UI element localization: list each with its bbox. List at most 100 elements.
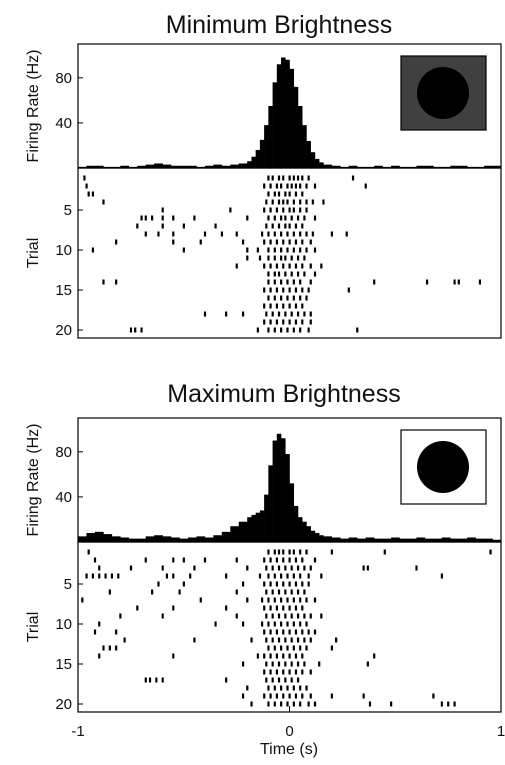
x-tick-label: 0 — [285, 723, 293, 740]
histogram-bar — [450, 538, 459, 542]
spike-tick — [356, 327, 359, 333]
ylabel-firing-rate: Firing Rate (Hz) — [25, 424, 42, 537]
histogram-bar — [171, 165, 180, 168]
ylabel-trial: Trial — [25, 612, 42, 643]
spike-tick — [199, 597, 202, 603]
spike-tick — [280, 685, 283, 691]
spike-tick — [330, 231, 333, 237]
spike-tick — [301, 605, 304, 611]
xlabel-time: Time (s) — [260, 741, 318, 758]
spike-tick — [290, 565, 293, 571]
spike-tick — [305, 597, 308, 603]
spike-tick — [294, 223, 298, 229]
histogram-bar — [154, 163, 163, 168]
spike-tick — [98, 573, 101, 579]
spike-tick — [273, 701, 276, 707]
spike-tick — [286, 199, 289, 205]
spike-tick — [220, 231, 224, 237]
spike-tick — [303, 637, 306, 643]
spike-tick — [269, 605, 272, 611]
spike-tick — [235, 263, 238, 269]
spike-tick — [280, 215, 283, 221]
spike-tick — [275, 653, 279, 659]
spike-tick — [161, 677, 164, 683]
spike-tick — [267, 597, 270, 603]
spike-tick — [292, 549, 295, 555]
spike-tick — [267, 191, 270, 197]
spike-tick — [267, 549, 270, 555]
spike-tick — [320, 573, 323, 579]
spike-tick — [309, 613, 312, 619]
spike-tick — [199, 239, 202, 245]
spike-tick — [203, 311, 207, 317]
spike-tick — [277, 637, 281, 643]
histogram-bars — [78, 433, 502, 542]
spike-tick — [277, 199, 281, 205]
spike-tick — [286, 685, 289, 691]
spike-tick — [294, 191, 298, 197]
spike-tick — [267, 255, 270, 261]
spike-tick — [362, 565, 365, 571]
spike-tick — [85, 573, 88, 579]
spike-tick — [301, 287, 304, 293]
spike-tick — [102, 279, 105, 285]
spike-tick — [296, 565, 300, 571]
spike-tick — [299, 701, 302, 707]
inset-circle — [417, 441, 469, 493]
spike-tick — [115, 645, 118, 651]
y-tick-label: 80 — [55, 444, 72, 461]
spike-tick — [299, 549, 302, 555]
histogram-bar — [450, 165, 459, 168]
spike-tick — [288, 287, 291, 293]
spike-tick — [193, 565, 196, 571]
spike-tick — [261, 597, 264, 603]
spike-tick — [117, 573, 120, 579]
spike-tick — [115, 629, 118, 635]
spike-tick — [307, 287, 310, 293]
spike-tick — [301, 223, 304, 229]
spike-tick — [282, 199, 285, 205]
histogram-bar — [391, 165, 400, 168]
spike-tick — [271, 565, 274, 571]
spike-tick — [299, 597, 302, 603]
spike-tick — [313, 629, 317, 635]
histogram-bar — [357, 166, 366, 168]
histogram-bar — [285, 59, 290, 168]
histogram-bar — [213, 164, 223, 168]
histogram-bar — [204, 537, 214, 542]
y-tick-label: 15 — [55, 656, 72, 673]
histogram-bar — [340, 538, 350, 542]
spike-tick — [87, 191, 90, 197]
spike-tick — [225, 311, 228, 317]
spike-tick — [275, 239, 279, 245]
spike-tick — [235, 231, 238, 237]
spike-tick — [364, 183, 367, 189]
spike-tick — [309, 693, 312, 699]
spike-tick — [282, 549, 285, 555]
y-tick-label: 15 — [55, 282, 72, 299]
spike-tick — [301, 191, 304, 197]
spike-tick — [277, 223, 281, 229]
spike-tick — [307, 175, 310, 181]
spike-tick — [263, 287, 266, 293]
spike-tick — [273, 295, 276, 301]
panel-title-minimum: Minimum Brightness — [166, 11, 392, 39]
spike-tick — [296, 637, 300, 643]
histogram-bar — [259, 510, 265, 542]
spike-tick — [309, 669, 312, 675]
spike-tick — [294, 669, 298, 675]
spike-tick — [161, 613, 164, 619]
spike-tick — [85, 183, 88, 189]
histogram-bar — [255, 149, 261, 168]
spike-tick — [225, 677, 228, 683]
spike-tick — [119, 613, 122, 619]
histogram-bar — [399, 166, 409, 168]
histogram-bar — [86, 165, 96, 168]
histogram-bar — [285, 454, 290, 542]
histogram-bar — [171, 537, 180, 542]
spike-tick — [277, 589, 281, 595]
spike-tick — [265, 565, 268, 571]
spike-tick — [280, 597, 283, 603]
spike-tick — [280, 701, 283, 707]
spike-tick — [313, 701, 317, 707]
